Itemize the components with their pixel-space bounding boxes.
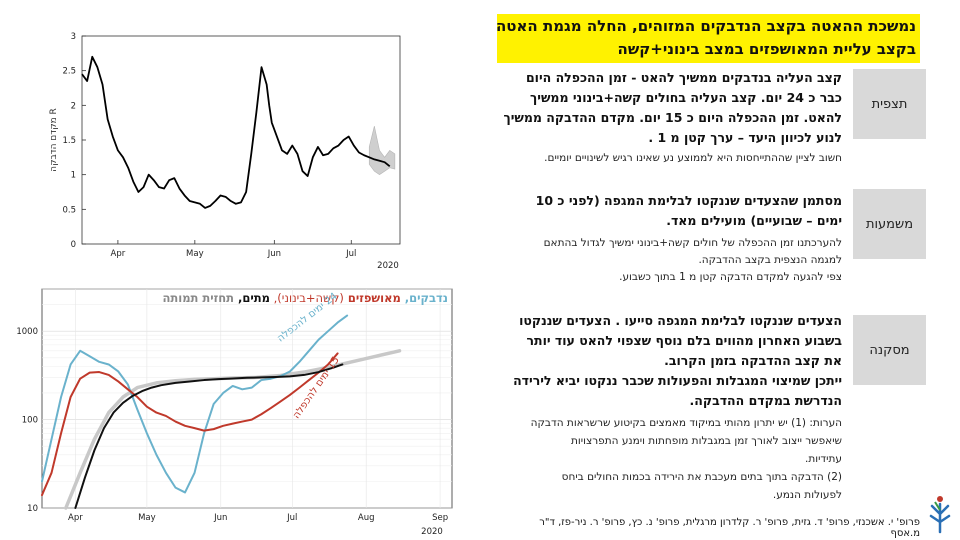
text-line: למגמה הנצפית בקצב ההדבקה.	[698, 254, 842, 266]
legend-entry-deaths: מתים,	[234, 291, 270, 305]
text-line: מסתמן שהצעדים שננקטו לבלימת המגפה (לפני …	[535, 193, 842, 208]
year-label: 2020	[377, 261, 399, 271]
r-series-line	[81, 55, 391, 209]
y-tick-label: 0.5	[62, 205, 76, 215]
y-tick-label: 10	[27, 504, 38, 514]
text-line: כבר כ 24 יום. קצב העליה בחולים קשה+בינונ…	[530, 90, 842, 105]
text-line: חשוב לציין שההתייחסות היא לממוצע נע שאינ…	[544, 152, 842, 164]
y-tick-label: 1.5	[62, 136, 76, 146]
credits: פרופ' י. אשכנזי, פרופ' ד. גזית, פרופ' ר.…	[539, 517, 920, 539]
observation-sub-text: חשוב לציין שההתייחסות היא לממוצע נע שאינ…	[480, 150, 842, 167]
y-tick-label: 2	[71, 101, 76, 111]
series-line-hospitalized	[41, 352, 339, 497]
x-tick-label: Aug	[358, 513, 375, 523]
text-line: להאט. זמן ההכפלה היום כ 15 יום. מקדם ההד…	[503, 110, 842, 125]
y-tick-label: 1000	[16, 327, 38, 337]
series-line-cases	[41, 314, 349, 494]
section-label-observation: תצפית	[853, 69, 926, 139]
x-tick-label: Apr	[68, 513, 83, 523]
y-tick-label: 100	[22, 416, 38, 426]
r-chart-svg: 0 0.5 1 1.5 2 2.5 3 Apr May Jun Jul 2020 מקדם הדבקה …	[49, 32, 401, 271]
series-line-forecast	[64, 349, 402, 510]
series-line-deaths	[74, 363, 344, 509]
y-axis-label: מקדם הדבקה R	[49, 108, 59, 172]
section-label-text: תצפית	[871, 96, 908, 112]
text-line: קצב העליה בנדבקים ממשיך להאט - זמן ההכפל…	[525, 70, 842, 85]
y-tick-label: 0	[71, 240, 76, 250]
x-tick-label: Apr	[111, 249, 126, 259]
text-line: הצעדים שננקטו לבלימת המגפה סייעו . הצעדי…	[519, 313, 842, 328]
section-label-meaning: משמעות	[853, 189, 926, 259]
text-line: ייתכן שמיצוי המגבלות והפעולות שכבר ננקטו…	[513, 373, 842, 388]
conclusion-notes-text: הערות: (1) יש יתרון מהותי במיקוד מאמצים …	[480, 414, 842, 504]
plot-frame	[81, 35, 401, 245]
x-tick-label: Jun	[267, 249, 281, 259]
uncertainty-band	[368, 126, 396, 176]
legend-entry-hospitalized: מאושפזים	[344, 291, 401, 305]
legend-entry-cases: נדבקים,	[401, 291, 448, 305]
y-tick-label: 2.5	[62, 67, 76, 77]
section-label-conclusion: מסקנה	[853, 315, 926, 385]
x-tick-label: May	[138, 513, 156, 523]
text-line: הערות: (1) יש יתרון מהותי במיקוד מאמצים …	[530, 417, 842, 429]
slide-title-line2: בקצב עליית המאושפזים במצב בינוני+קשה	[617, 40, 916, 58]
text-line: את קצב ההדבקה בזמן הקרוב.	[664, 353, 842, 368]
legend-entry-hospitalized_light: (קשה+בינוני),	[270, 291, 344, 305]
legend-entry-forecast: תחזית תמותה	[163, 291, 235, 305]
text-line: עתידיות.	[804, 453, 842, 465]
text-line: שיאפשר ייצוב לאורך זמן במגבלות מופחתות ו…	[571, 435, 842, 447]
text-line: הנדרשת במקדם ההדבקה.	[689, 393, 842, 408]
y-tick-label: 3	[71, 32, 76, 42]
section-label-text: מסקנה	[869, 342, 910, 358]
x-tick-label: Jun	[213, 513, 227, 523]
text-line: לפעולות הנמע.	[772, 489, 842, 501]
slide-title: נמשכת ההאטה בקצב הנדבקים המזוהים, החלה מ…	[496, 14, 920, 63]
conclusion-main-text: הצעדים שננקטו לבלימת המגפה סייעו . הצעדי…	[480, 311, 842, 411]
tree-logo-icon	[927, 494, 953, 534]
r-chart: 0 0.5 1 1.5 2 2.5 3 Apr May Jun Jul 2020 מקדם הדבקה …	[40, 22, 405, 277]
x-tick-label: Jul	[286, 513, 297, 523]
log-chart-svg: Apr May Jun Jul Aug Sep 10 100 1000 2020 נדבקים, מ…	[16, 288, 453, 537]
x-tick-label: Jul	[345, 249, 356, 259]
meaning-main-text: מסתמן שהצעדים שננקטו לבלימת המגפה (לפני …	[480, 191, 842, 231]
text-line: צפי להגעה למקדם הדבקה קטן מ 1 בתוך כשבוע…	[619, 271, 842, 283]
text-line: ימים – שבועיים) מועילים מאד.	[666, 213, 842, 228]
x-tick-label: Sep	[432, 513, 448, 523]
observation-main-text: קצב העליה בנדבקים ממשיך להאט - זמן ההכפל…	[480, 68, 842, 148]
text-line: (2) הדבקה בתוך בתים מעכבת את הירידה בכמו…	[561, 471, 842, 483]
x-tick-label: May	[186, 249, 204, 259]
text-line: לנוע לכיוון היעד – ערך קטן מ 1 .	[648, 130, 842, 145]
log-chart: Apr May Jun Jul Aug Sep 10 100 1000 2020 נדבקים, מ…	[15, 282, 465, 537]
text-line: בשבוע האחרון מהווים בלם נוסף שצפוי להאט …	[526, 333, 843, 348]
slide-title-line1: נמשכת ההאטה בקצב הנדבקים המזוהים, החלה מ…	[496, 17, 916, 35]
chart-legend: נדבקים, מאושפזים (קשה+בינוני), מתים, תחז…	[163, 291, 448, 305]
plot-frame	[41, 288, 453, 509]
text-line: להערכתנו זמן ההכפלה של חולים קשה+בינוני …	[543, 237, 842, 249]
meaning-sub-text: להערכתנו זמן ההכפלה של חולים קשה+בינוני …	[480, 235, 842, 286]
section-label-text: משמעות	[865, 216, 914, 232]
year-label: 2020	[421, 527, 443, 537]
y-tick-label: 1	[71, 171, 76, 181]
